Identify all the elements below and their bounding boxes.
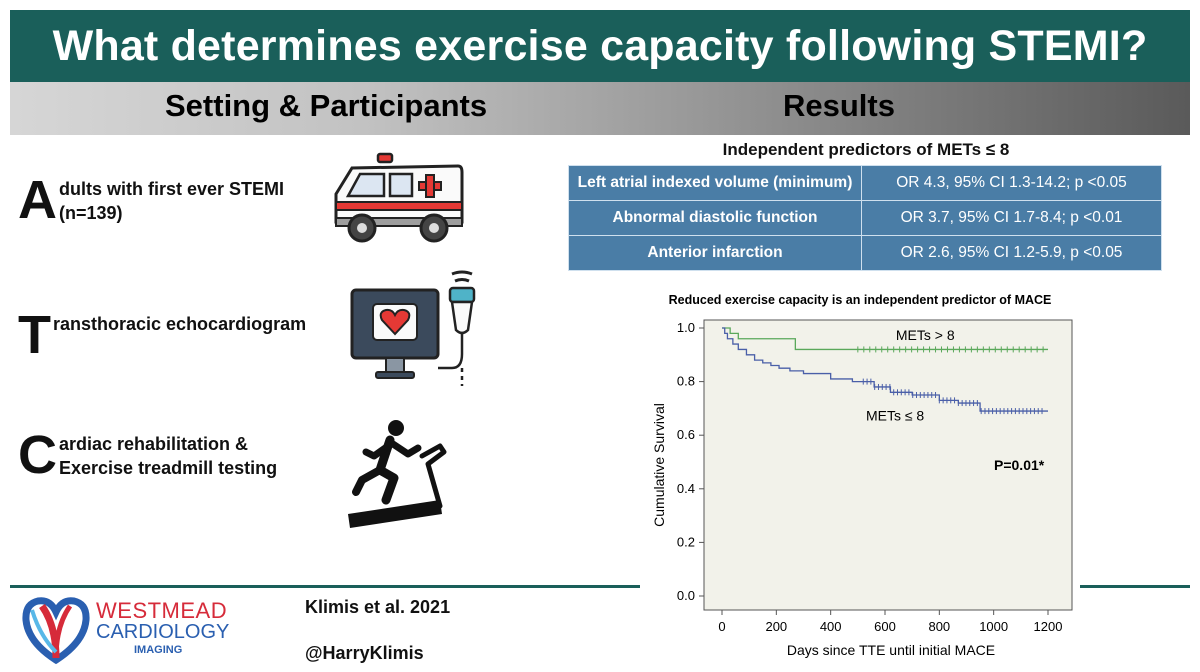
section-heading-right: Results bbox=[783, 88, 895, 123]
x-tick-label: 0 bbox=[718, 619, 725, 634]
treadmill-runner-icon bbox=[348, 420, 447, 528]
table-row: Anterior infarction OR 2.6, 95% CI 1.2-5… bbox=[568, 235, 1162, 271]
participant-item-c: C ardiac rehabilitation & Exercise treadm… bbox=[18, 428, 277, 482]
item-letter: A bbox=[18, 170, 57, 230]
item-text: ransthoracic echocardiogram bbox=[53, 314, 307, 334]
x-tick-label: 600 bbox=[874, 619, 896, 634]
logo-line-3: IMAGING bbox=[134, 644, 183, 656]
x-tick-label: 800 bbox=[928, 619, 950, 634]
section-heading-left: Setting & Participants bbox=[165, 88, 488, 123]
predictors-table: Left atrial indexed volume (minimum) OR … bbox=[568, 165, 1162, 271]
plot-area bbox=[703, 319, 1073, 611]
y-tick-label: 0.6 bbox=[677, 427, 695, 442]
y-tick-label: 0.8 bbox=[677, 374, 695, 389]
logo-line-1: WESTMEAD bbox=[96, 598, 228, 623]
predictor-label: Anterior infarction bbox=[568, 235, 862, 271]
series-line-mets-at-or-below-8 bbox=[722, 327, 1048, 412]
westmead-logo-icon bbox=[22, 597, 90, 665]
x-tick-label: 1200 bbox=[1034, 619, 1063, 634]
table-row: Abnormal diastolic function OR 3.7, 95% … bbox=[568, 200, 1162, 236]
logo-line-2: CARDIOLOGY bbox=[96, 621, 230, 643]
section-header-bar: Setting & Participants Results bbox=[10, 82, 1190, 135]
p-value-annotation: P=0.01* bbox=[994, 457, 1045, 473]
x-axis-label: Days since TTE until initial MACE bbox=[787, 642, 995, 658]
survival-chart: Reduced exercise capacity is an independ… bbox=[640, 290, 1080, 662]
predictor-value: OR 2.6, 95% CI 1.2-5.9, p <0.05 bbox=[861, 235, 1162, 271]
predictor-label: Left atrial indexed volume (minimum) bbox=[568, 165, 862, 201]
echo-monitor-icon bbox=[350, 270, 476, 386]
predictors-table-title: Independent predictors of METs ≤ 8 bbox=[722, 140, 1010, 159]
title-banner: What determines exercise capacity follow… bbox=[10, 10, 1190, 82]
x-tick-label: 1000 bbox=[979, 619, 1008, 634]
item-text: dults with first ever STEMI bbox=[59, 179, 285, 199]
series-label: METs > 8 bbox=[896, 327, 955, 343]
x-tick-label: 400 bbox=[820, 619, 842, 634]
item-text-2: Exercise treadmill testing bbox=[59, 458, 278, 478]
x-tick-label: 200 bbox=[765, 619, 787, 634]
predictor-value: OR 3.7, 95% CI 1.7-8.4; p <0.01 bbox=[861, 200, 1162, 236]
y-tick-label: 0.2 bbox=[677, 534, 695, 549]
item-text: ardiac rehabilitation & bbox=[59, 434, 249, 454]
y-tick-label: 1.0 bbox=[677, 320, 695, 335]
chart-title: Reduced exercise capacity is an independ… bbox=[669, 293, 1052, 307]
table-row: Left atrial indexed volume (minimum) OR … bbox=[568, 165, 1162, 201]
citation: Klimis et al. 2021 bbox=[305, 597, 451, 617]
page-title: What determines exercise capacity follow… bbox=[52, 21, 1148, 70]
footer-divider bbox=[10, 585, 1190, 588]
predictor-label: Abnormal diastolic function bbox=[568, 200, 862, 236]
participant-item-t: T ransthoracic echocardiogram bbox=[18, 308, 306, 362]
y-tick-label: 0.4 bbox=[677, 481, 695, 496]
item-letter: C bbox=[18, 425, 57, 485]
twitter-handle: @HarryKlimis bbox=[305, 643, 424, 663]
ambulance-icon bbox=[334, 152, 464, 243]
predictor-value: OR 4.3, 95% CI 1.3-14.2; p <0.05 bbox=[861, 165, 1162, 201]
y-tick-label: 0.0 bbox=[677, 588, 695, 603]
series-label: METs ≤ 8 bbox=[866, 407, 924, 423]
participant-item-a: A dults with first ever STEMI (n=139) bbox=[18, 173, 284, 227]
item-text-2: (n=139) bbox=[59, 203, 123, 223]
item-letter: T bbox=[18, 305, 51, 365]
y-axis-label: Cumulative Survival bbox=[651, 403, 667, 527]
series-line-mets-above-8 bbox=[722, 327, 1048, 351]
